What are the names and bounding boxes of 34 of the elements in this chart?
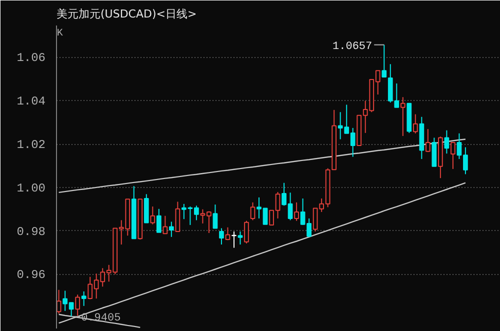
candlestick [219, 228, 224, 245]
y-tick-label: 0.96 [16, 268, 46, 282]
line-series [58, 138, 466, 194]
candlestick [244, 220, 249, 244]
candlestick [250, 202, 256, 221]
candlestick [150, 206, 156, 225]
y-tick-label: 1.06 [16, 51, 46, 66]
annotation: 0.9405 [81, 312, 121, 325]
y-tick-label: 1.02 [16, 138, 46, 152]
candlestick [81, 290, 86, 306]
line-series [58, 182, 466, 324]
candlestick [232, 230, 236, 248]
annotation: 1.0657 [332, 40, 372, 53]
candlestick [412, 114, 418, 134]
candlestick [168, 221, 174, 238]
candlestick [212, 204, 218, 229]
candlestick [225, 226, 230, 241]
candlestick [382, 44, 387, 78]
y-tick-label: 1.04 [16, 94, 46, 109]
chart-title: 美元加元(USDCAD)<日线> [56, 8, 197, 20]
candlestick [400, 96, 406, 136]
y-tick-label: 0.98 [16, 224, 46, 239]
candlestick [238, 230, 243, 245]
candlestick [432, 137, 437, 167]
candlestick [450, 142, 456, 170]
candlestick [444, 130, 450, 154]
candlestick [175, 201, 180, 232]
y-tick-label: 1.00 [16, 181, 46, 196]
candlestick [294, 202, 299, 222]
candlestick [425, 128, 430, 153]
annotation: K [56, 28, 63, 40]
candlestick [162, 215, 168, 234]
candlestick [156, 208, 162, 233]
candlestick [75, 294, 80, 316]
